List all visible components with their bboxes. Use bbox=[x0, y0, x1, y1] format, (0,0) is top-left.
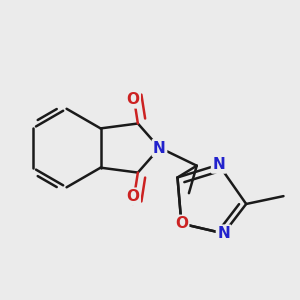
Text: N: N bbox=[217, 226, 230, 241]
Text: N: N bbox=[212, 157, 225, 172]
Text: O: O bbox=[175, 216, 188, 231]
Text: O: O bbox=[127, 92, 140, 107]
Text: N: N bbox=[153, 140, 166, 155]
Text: O: O bbox=[127, 189, 140, 204]
